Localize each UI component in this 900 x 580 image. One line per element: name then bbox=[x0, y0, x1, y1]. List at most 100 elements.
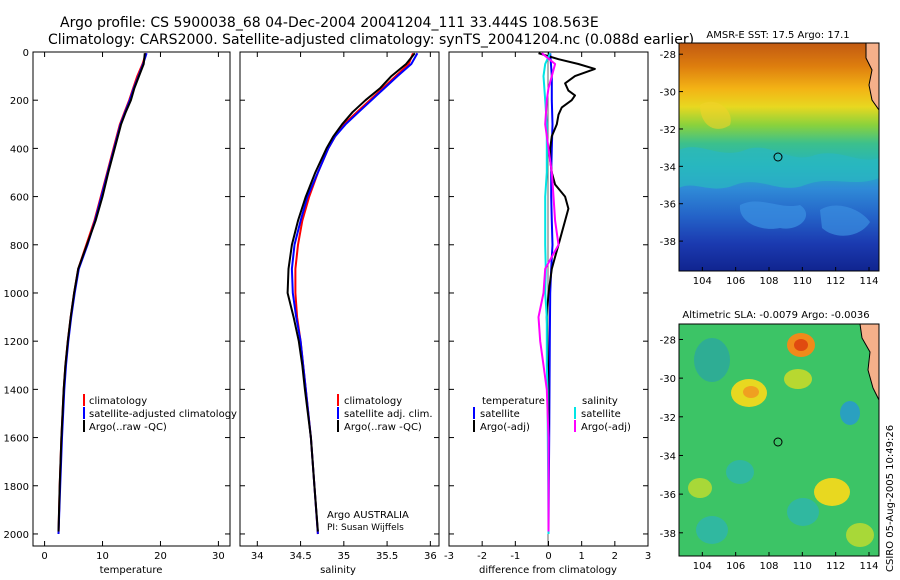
y-tick-label: -38 bbox=[660, 237, 676, 248]
australia-coast bbox=[865, 43, 879, 111]
x-tick-label: 3 bbox=[645, 551, 651, 562]
sst-cool-patch bbox=[820, 205, 870, 236]
sla-high-anomaly bbox=[688, 478, 712, 498]
y-tick-label: -34 bbox=[660, 451, 676, 462]
temperature-legend: climatology satellite-adjusted climatolo… bbox=[83, 394, 237, 433]
legend-label-satellite: satellite adj. clim. bbox=[344, 409, 433, 420]
legend-label-argo: Argo(..raw -QC) bbox=[344, 422, 422, 433]
temperature-series bbox=[57, 52, 148, 535]
salinity-plot-frame bbox=[239, 51, 440, 547]
x-tick-label: 104 bbox=[693, 276, 712, 287]
difference-xlabel: difference from climatology bbox=[479, 565, 617, 576]
series-line-argo-raw-qc bbox=[57, 53, 146, 532]
float-pi-label: PI: Susan Wijffels bbox=[327, 523, 404, 533]
salinity-series bbox=[286, 52, 419, 535]
x-tick-label: 114 bbox=[859, 561, 878, 572]
x-tick-label: 110 bbox=[793, 276, 812, 287]
temperature-axes: 0 10 20 30 0 200 400 600 800 1000 1200 1400 1600 1800… bbox=[4, 48, 230, 562]
y-tick-label: 1600 bbox=[4, 434, 29, 445]
sst-map-title: AMSR-E SST: 17.5 Argo: 17.1 bbox=[706, 30, 849, 41]
difference-series bbox=[537, 52, 596, 535]
legend-label-temp-argo: Argo(-adj) bbox=[480, 422, 530, 433]
x-tick-label: 112 bbox=[826, 561, 845, 572]
creation-stamp: CSIRO 05-Aug-2005 10:49:26 bbox=[885, 425, 896, 572]
sla-high-anomaly bbox=[743, 386, 759, 398]
sla-high-anomaly bbox=[794, 339, 808, 351]
salinity-xlabel: salinity bbox=[320, 565, 356, 576]
y-tick-label: 600 bbox=[10, 193, 29, 204]
x-tick-label: 34 bbox=[251, 551, 264, 562]
sla-low-anomaly bbox=[694, 338, 730, 382]
sla-map-field bbox=[679, 324, 879, 556]
sla-map-axes: 104 106 108 110 112 114 -28 -30 -32 -34 -36 -38 bbox=[660, 335, 879, 572]
y-tick-label: -34 bbox=[660, 162, 676, 173]
x-tick-label: 0 bbox=[545, 551, 551, 562]
y-tick-label: -30 bbox=[660, 374, 676, 385]
x-tick-label: 108 bbox=[759, 276, 778, 287]
series-line-argo-raw-qc bbox=[286, 52, 416, 532]
x-tick-label: 10 bbox=[96, 551, 109, 562]
x-tick-label: 20 bbox=[154, 551, 167, 562]
sla-map-title: Altimetric SLA: -0.0079 Argo: -0.0036 bbox=[682, 310, 869, 321]
sla-low-anomaly bbox=[726, 460, 754, 484]
difference-axes: -3 -2 -1 0 1 2 3 bbox=[444, 51, 651, 562]
y-tick-label: -28 bbox=[660, 335, 676, 346]
legend-label-satellite: satellite-adjusted climatology bbox=[89, 409, 237, 420]
legend-label-temp-satellite: satellite bbox=[480, 409, 520, 420]
sla-low-anomaly bbox=[787, 498, 819, 526]
sla-low-anomaly bbox=[840, 401, 860, 425]
x-tick-label: 106 bbox=[726, 561, 745, 572]
temperature-xlabel: temperature bbox=[100, 565, 163, 576]
x-tick-label: 104 bbox=[693, 561, 712, 572]
x-tick-label: 1 bbox=[578, 551, 584, 562]
y-tick-label: 200 bbox=[10, 96, 29, 107]
y-tick-label: -30 bbox=[660, 88, 676, 99]
legend-label-sal-satellite: satellite bbox=[581, 409, 621, 420]
x-tick-label: 30 bbox=[212, 551, 225, 562]
x-tick-label: 35.5 bbox=[376, 551, 398, 562]
legend-label-climatology: climatology bbox=[89, 396, 147, 407]
y-tick-label: -32 bbox=[660, 413, 676, 424]
sla-profile-marker bbox=[773, 437, 783, 447]
x-tick-label: 36 bbox=[424, 551, 437, 562]
legend-label-argo: Argo(..raw -QC) bbox=[89, 422, 167, 433]
x-tick-label: 34.5 bbox=[289, 551, 311, 562]
x-tick-label: 108 bbox=[759, 561, 778, 572]
y-tick-label: 0 bbox=[23, 48, 29, 59]
x-tick-label: 114 bbox=[859, 276, 878, 287]
sla-low-anomaly bbox=[696, 516, 728, 544]
legend-title-temperature: temperature bbox=[482, 396, 545, 407]
y-tick-label: -32 bbox=[660, 125, 676, 136]
y-tick-label: -38 bbox=[660, 529, 676, 540]
y-tick-label: 400 bbox=[10, 144, 29, 155]
x-tick-label: 112 bbox=[826, 276, 845, 287]
y-tick-label: -36 bbox=[660, 490, 676, 501]
sla-high-anomaly bbox=[846, 523, 874, 547]
sst-map-frame bbox=[678, 42, 880, 272]
float-owner-label: Argo AUSTRALIA bbox=[327, 510, 409, 521]
salinity-axes: 34 34.5 35 35.5 36 bbox=[240, 51, 439, 562]
sla-high-anomaly bbox=[784, 369, 812, 389]
y-tick-label: 1000 bbox=[4, 289, 29, 300]
sla-high-anomaly bbox=[814, 478, 850, 506]
x-tick-label: 35 bbox=[337, 551, 350, 562]
y-tick-label: -28 bbox=[660, 50, 676, 61]
x-tick-label: 0 bbox=[41, 551, 47, 562]
difference-legend: temperature satellite Argo(-adj) salinit… bbox=[473, 396, 631, 433]
x-tick-label: 2 bbox=[612, 551, 618, 562]
figure-title-line1: Argo profile: CS 5900038_68 04-Dec-2004 … bbox=[60, 15, 599, 31]
x-tick-label: 110 bbox=[793, 561, 812, 572]
y-tick-label: 1800 bbox=[4, 482, 29, 493]
y-tick-label: -36 bbox=[660, 200, 676, 211]
sst-map-field bbox=[679, 43, 879, 271]
series-line-salinity-argo-adj bbox=[537, 52, 560, 532]
x-tick-label: -1 bbox=[510, 551, 520, 562]
temperature-plot-frame bbox=[32, 51, 231, 547]
australia-coast bbox=[859, 324, 879, 401]
y-tick-label: 2000 bbox=[4, 530, 29, 541]
legend-label-climatology: climatology bbox=[344, 396, 402, 407]
y-tick-label: 1200 bbox=[4, 337, 29, 348]
x-tick-label: -2 bbox=[477, 551, 487, 562]
y-tick-label: 1400 bbox=[4, 385, 29, 396]
